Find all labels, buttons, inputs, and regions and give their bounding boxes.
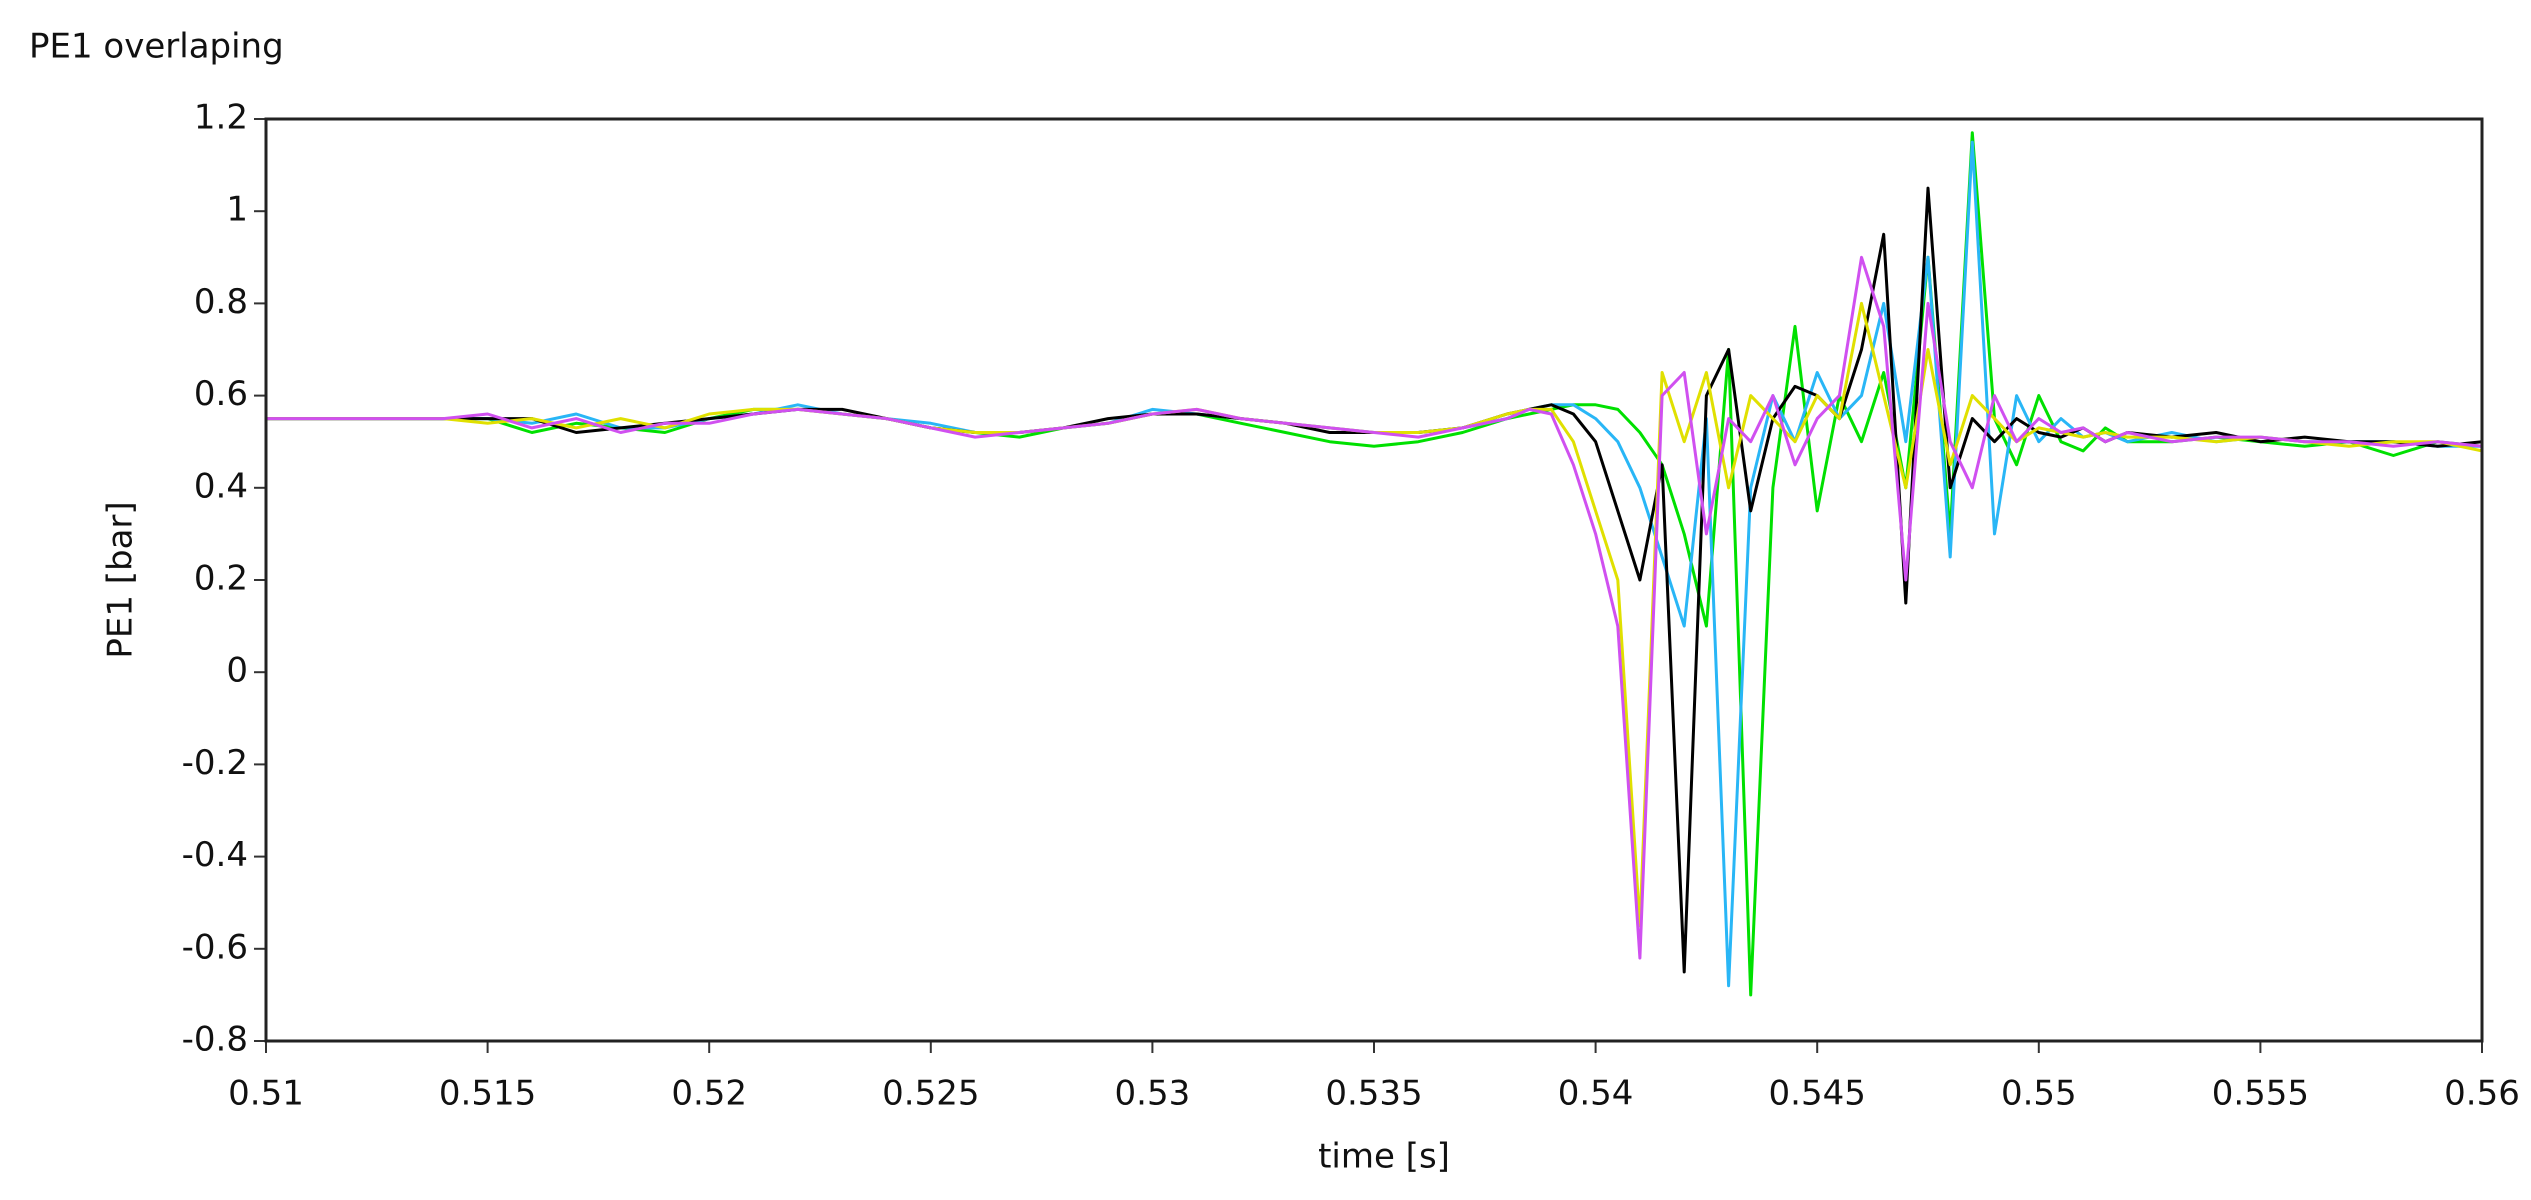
x-tick-label: 0.535 xyxy=(1325,1074,1422,1114)
y-tick-label: 1.2 xyxy=(194,98,248,138)
x-tick-label: 0.54 xyxy=(1558,1074,1634,1114)
series-line xyxy=(266,140,2482,988)
y-axis-label: PE1 [bar] xyxy=(101,501,141,658)
y-tick-label: 0.4 xyxy=(194,466,248,506)
y-tick-label: 0.2 xyxy=(194,559,248,599)
y-tick-label: 0.6 xyxy=(194,374,248,414)
series-line xyxy=(266,186,2483,974)
x-tick-label: 0.525 xyxy=(882,1074,979,1114)
y-tick-label: -0.4 xyxy=(182,835,248,875)
x-tick-label: 0.515 xyxy=(439,1074,536,1114)
x-tick-label: 0.51 xyxy=(228,1074,304,1114)
x-tick-label: 0.545 xyxy=(1769,1074,1866,1114)
x-tick-label: 0.52 xyxy=(671,1074,747,1114)
series-line xyxy=(266,301,2483,928)
x-tick-label: 0.53 xyxy=(1115,1074,1191,1114)
y-tick-label: 0 xyxy=(226,651,248,691)
x-tick-label: 0.555 xyxy=(2212,1074,2309,1114)
y-tick-label: -0.6 xyxy=(182,927,248,967)
series-line xyxy=(266,131,2483,997)
x-tick-label: 0.55 xyxy=(2001,1074,2077,1114)
x-axis-label: time [s] xyxy=(1318,1137,1450,1177)
y-tick-label: -0.2 xyxy=(182,743,248,783)
y-tick-label: 0.8 xyxy=(194,282,248,322)
x-tick-label: 0.56 xyxy=(2444,1074,2520,1114)
series-line xyxy=(266,255,2483,960)
plot-frame xyxy=(264,117,2484,1043)
y-tick-label: -0.8 xyxy=(182,1020,248,1060)
y-tick-label: 1 xyxy=(226,190,248,230)
chart-title: PE1 overlaping xyxy=(29,27,284,67)
